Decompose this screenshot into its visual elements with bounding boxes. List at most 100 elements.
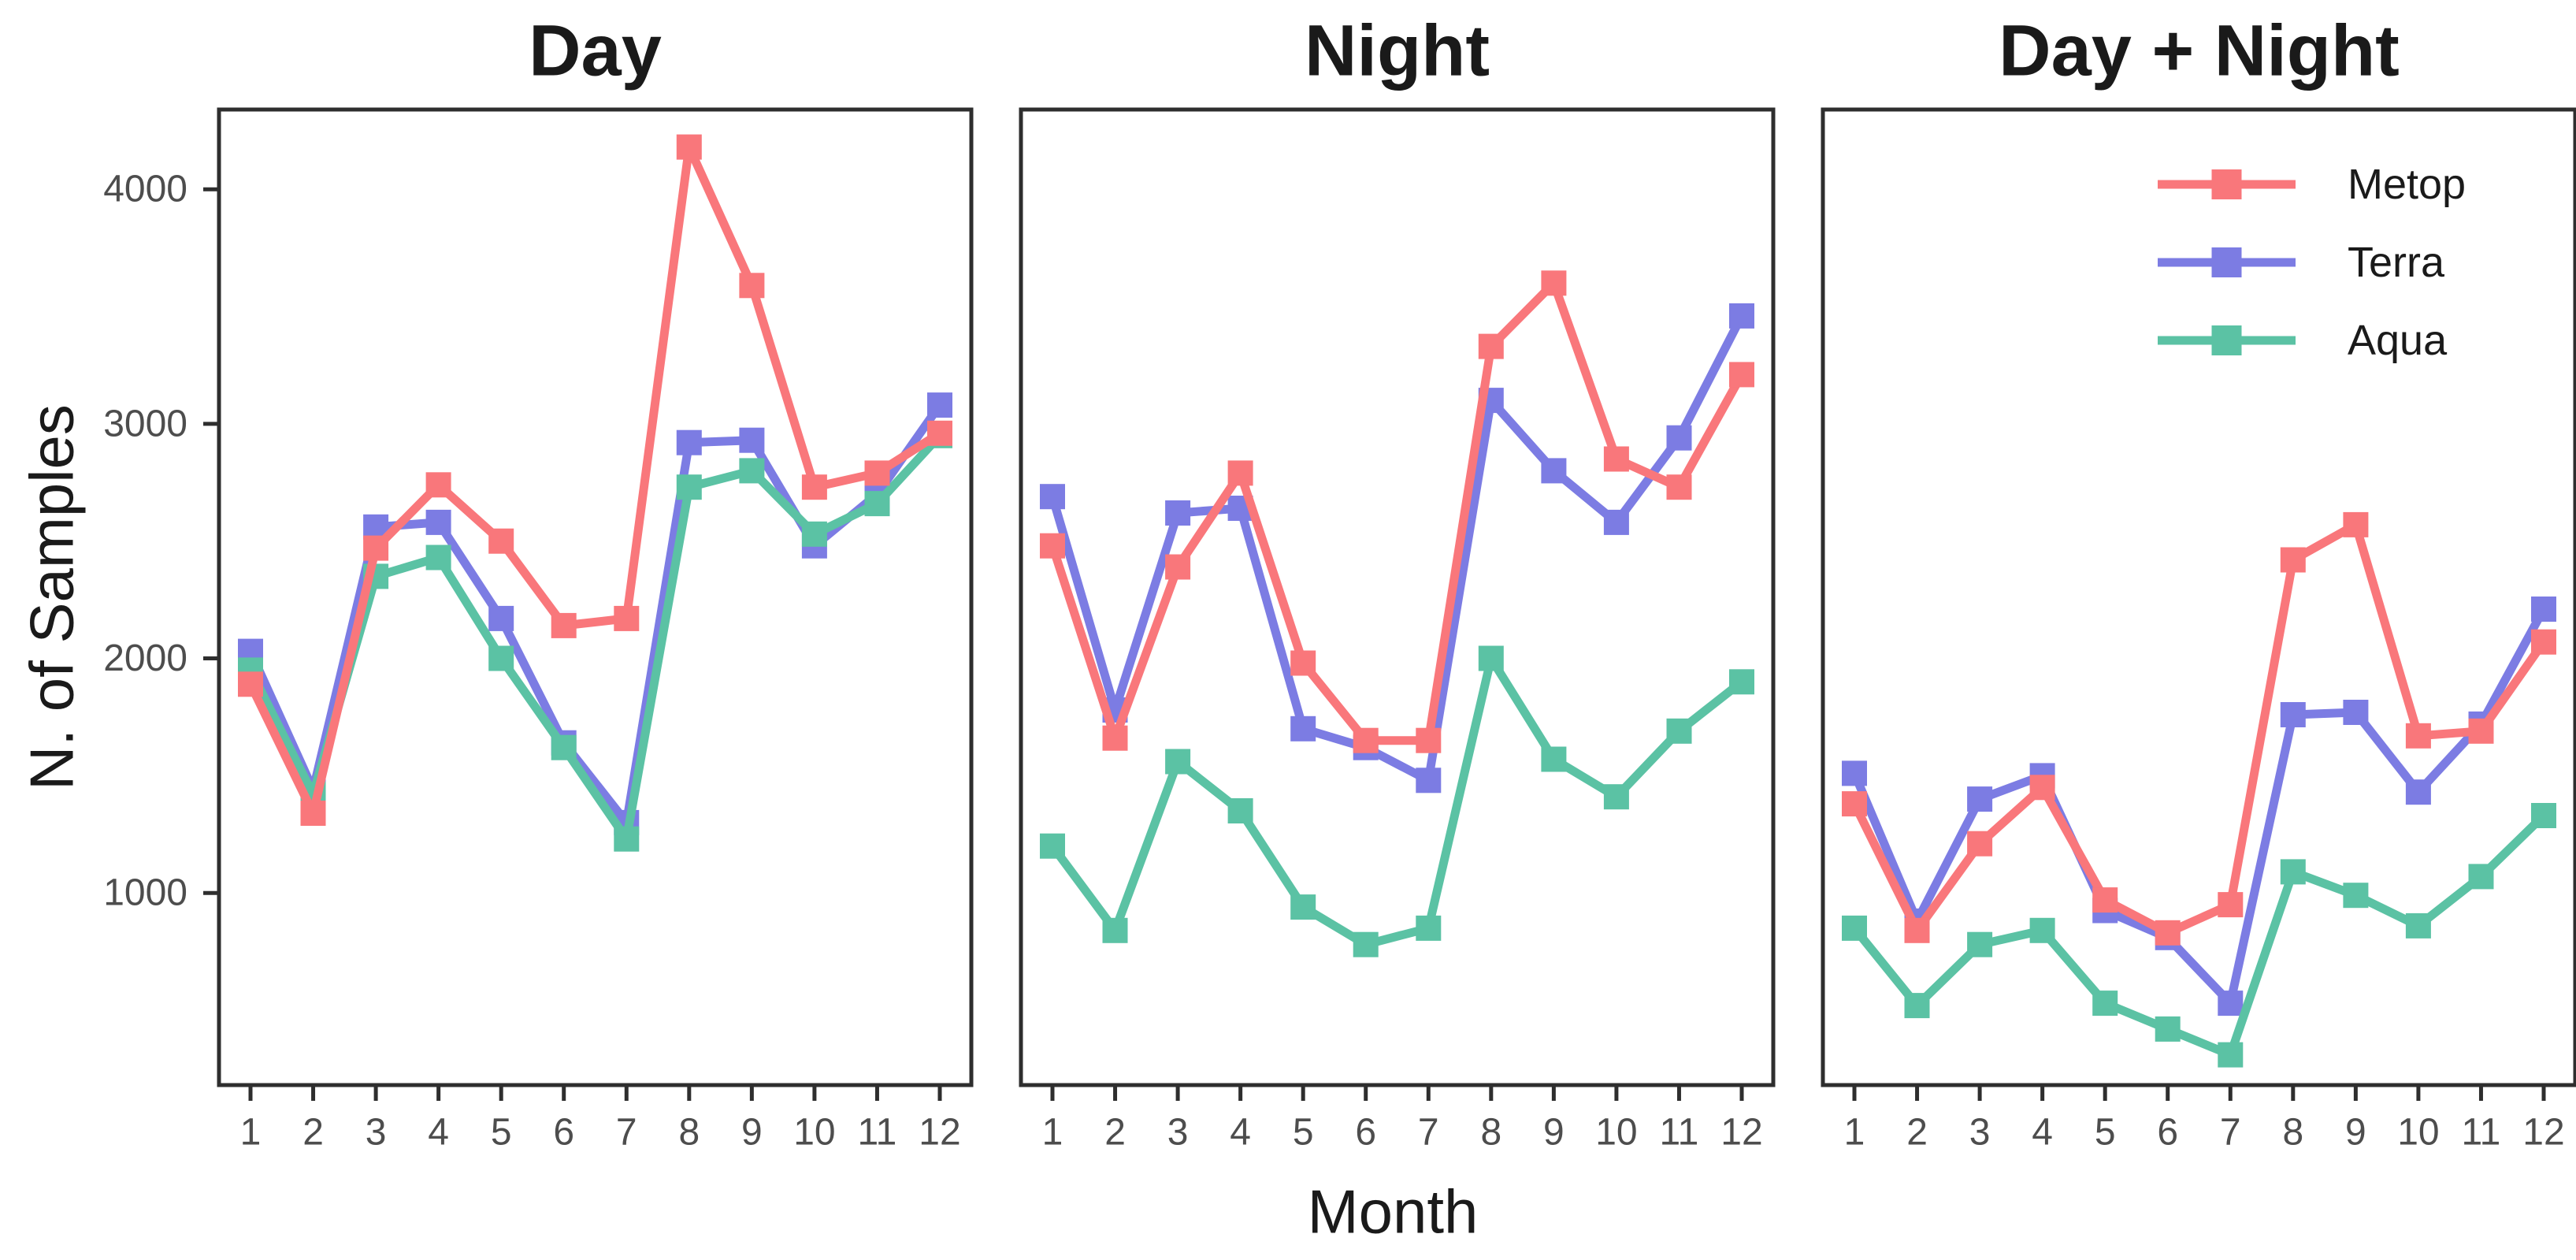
series-marker-metop — [2092, 887, 2118, 913]
series-marker-aqua — [1227, 798, 1253, 823]
series-marker-aqua — [2405, 912, 2431, 938]
series-marker-metop — [300, 801, 326, 826]
x-tick-label: 5 — [2095, 1112, 2116, 1154]
series-marker-terra — [2218, 991, 2244, 1017]
series-terra — [238, 392, 952, 835]
y-tick-label: 1000 — [103, 872, 187, 914]
series-marker-aqua — [864, 491, 890, 517]
x-tick-label: 1 — [1042, 1112, 1063, 1154]
series-marker-terra — [1290, 715, 1316, 742]
legend-label: Aqua — [2348, 316, 2448, 364]
series-marker-terra — [2343, 700, 2369, 725]
series-marker-metop — [614, 605, 640, 631]
series-marker-aqua — [1102, 917, 1128, 943]
series-marker-terra — [488, 605, 514, 631]
x-tick-label: 2 — [1906, 1112, 1928, 1154]
x-tick-label: 9 — [1543, 1112, 1565, 1154]
x-tick-label: 12 — [1720, 1112, 1762, 1154]
legend-sample-marker — [2211, 325, 2242, 355]
x-tick-label: 4 — [1230, 1112, 1251, 1154]
x-tick-label: 8 — [678, 1112, 700, 1154]
series-line-metop — [1048, 278, 1746, 745]
x-tick-label: 10 — [793, 1112, 835, 1154]
legend-label: Terra — [2348, 238, 2445, 286]
series-marker-terra — [1842, 760, 1867, 786]
x-tick-label: 5 — [491, 1112, 512, 1154]
series-marker-aqua — [1729, 669, 1754, 695]
series-marker-metop — [2029, 775, 2055, 801]
series-marker-aqua — [1967, 931, 1993, 957]
series-marker-aqua — [2531, 803, 2556, 828]
series-marker-metop — [2468, 718, 2494, 744]
series-marker-metop — [2343, 511, 2369, 537]
series-marker-aqua — [614, 826, 640, 852]
facet-title-day: Day — [529, 10, 662, 91]
series-aqua — [1842, 803, 2556, 1068]
series-line-aqua — [1049, 654, 1745, 950]
series-marker-terra — [1603, 509, 1629, 535]
series-marker-aqua — [1842, 915, 1867, 941]
x-axis-title: Month — [1307, 1176, 1479, 1247]
series-marker-metop — [1416, 727, 1442, 753]
x-tick-label: 2 — [303, 1112, 324, 1154]
x-tick-label: 6 — [1355, 1112, 1376, 1154]
series-marker-aqua — [425, 545, 451, 571]
series-marker-terra — [425, 509, 451, 535]
x-tick-label: 11 — [858, 1112, 897, 1154]
series-marker-metop — [1666, 474, 1692, 500]
x-tick-label: 5 — [1293, 1112, 1314, 1154]
series-marker-aqua — [801, 521, 827, 547]
series-marker-aqua — [2468, 864, 2494, 890]
x-tick-label: 9 — [741, 1112, 763, 1154]
series-marker-metop — [1478, 333, 1504, 359]
x-tick-label: 7 — [1418, 1112, 1439, 1154]
series-marker-metop — [238, 671, 263, 697]
legend-key-aqua-icon — [2158, 325, 2296, 355]
series-marker-aqua — [676, 474, 702, 500]
facet-title-night: Night — [1304, 10, 1490, 91]
series-marker-aqua — [1904, 993, 1930, 1019]
x-tick-label: 9 — [2345, 1112, 2366, 1154]
series-marker-metop — [363, 535, 389, 561]
series-line-terra — [1850, 607, 2548, 1008]
series-marker-aqua — [1541, 746, 1567, 772]
legend-item-terra: Terra — [2158, 223, 2466, 301]
series-aqua — [1040, 645, 1754, 957]
series-metop — [1842, 511, 2556, 946]
y-tick-label: 4000 — [103, 169, 187, 210]
series-marker-metop — [2280, 547, 2306, 573]
series-marker-aqua — [1478, 645, 1504, 671]
legend-item-metop: Metop — [2158, 145, 2466, 223]
series-marker-terra — [2280, 702, 2306, 727]
series-marker-metop — [1603, 446, 1629, 472]
series-marker-metop — [1904, 917, 1930, 943]
series-marker-metop — [1729, 362, 1754, 388]
series-marker-terra — [739, 427, 765, 453]
x-tick-label: 12 — [2522, 1112, 2564, 1154]
series-marker-terra — [676, 429, 702, 455]
series-marker-terra — [1541, 458, 1567, 484]
panel-border — [1821, 107, 2576, 1087]
series-marker-aqua — [488, 645, 514, 671]
facet-title-day-night: Day + Night — [1999, 10, 2400, 91]
x-tick-label: 3 — [1167, 1112, 1189, 1154]
series-marker-terra — [1165, 500, 1191, 526]
series-marker-metop — [1165, 554, 1191, 580]
y-axis-title: N. of Samples — [17, 404, 87, 790]
series-marker-terra — [1040, 484, 1065, 510]
x-tick-label: 6 — [2157, 1112, 2178, 1154]
x-tick-label: 6 — [553, 1112, 574, 1154]
x-tick-label: 3 — [1969, 1112, 1991, 1154]
legend-label: Metop — [2348, 160, 2467, 208]
series-marker-aqua — [2280, 859, 2306, 885]
series-marker-metop — [2218, 892, 2244, 918]
series-marker-metop — [1227, 460, 1253, 486]
x-tick-label: 11 — [1660, 1112, 1699, 1154]
series-marker-terra — [2405, 779, 2431, 805]
series-marker-metop — [739, 273, 765, 299]
x-tick-label: 4 — [428, 1112, 449, 1154]
series-marker-metop — [1102, 725, 1128, 751]
series-terra — [1040, 303, 1754, 794]
x-tick-label: 8 — [2282, 1112, 2303, 1154]
